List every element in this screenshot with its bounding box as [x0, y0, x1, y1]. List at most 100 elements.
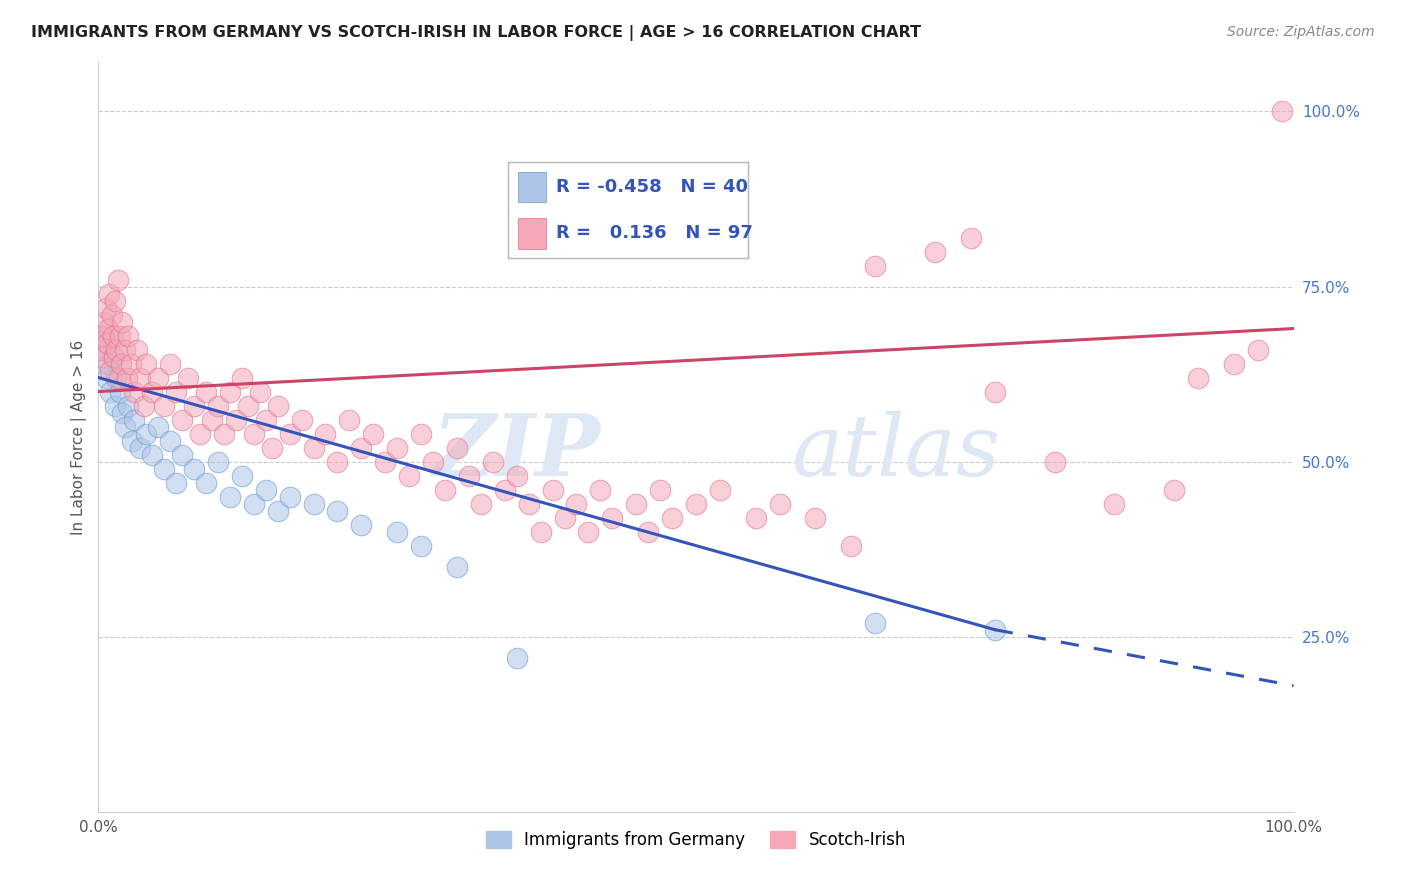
- Point: [125, 343, 148, 357]
- Point: [135, 426, 157, 441]
- Point: [865, 615, 887, 630]
- Point: [291, 412, 314, 426]
- Point: [385, 524, 409, 539]
- Point: [110, 357, 132, 371]
- Text: atlas: atlas: [792, 410, 1001, 493]
- Point: [260, 441, 283, 455]
- Y-axis label: In Labor Force | Age > 16: In Labor Force | Age > 16: [72, 340, 87, 534]
- Point: [398, 468, 420, 483]
- Point: [93, 314, 115, 328]
- Point: [422, 454, 444, 468]
- Point: [236, 399, 259, 413]
- Point: [97, 321, 120, 335]
- Point: [470, 497, 492, 511]
- Point: [91, 343, 114, 357]
- Point: [278, 426, 301, 441]
- Point: [267, 503, 290, 517]
- Point: [107, 370, 129, 384]
- Point: [984, 623, 1007, 637]
- Point: [124, 412, 146, 426]
- Point: [101, 350, 124, 364]
- Point: [302, 497, 325, 511]
- Point: [93, 328, 115, 343]
- Point: [120, 357, 142, 371]
- Point: [114, 343, 136, 357]
- Point: [267, 399, 290, 413]
- Point: [411, 426, 433, 441]
- Point: [446, 559, 468, 574]
- Point: [105, 370, 128, 384]
- Point: [769, 497, 792, 511]
- Point: [650, 483, 672, 497]
- Text: R = -0.458   N = 40: R = -0.458 N = 40: [555, 178, 748, 196]
- Point: [602, 510, 624, 524]
- Point: [506, 468, 529, 483]
- Point: [231, 468, 253, 483]
- Point: [165, 384, 187, 399]
- Point: [984, 384, 1007, 399]
- Point: [141, 384, 163, 399]
- Point: [148, 419, 170, 434]
- Point: [121, 434, 143, 448]
- Point: [626, 497, 648, 511]
- Point: [195, 384, 218, 399]
- Legend: Immigrants from Germany, Scotch-Irish: Immigrants from Germany, Scotch-Irish: [479, 824, 912, 855]
- Point: [135, 357, 157, 371]
- Point: [745, 510, 768, 524]
- Point: [530, 524, 553, 539]
- Point: [91, 328, 114, 343]
- Bar: [517, 171, 547, 202]
- Point: [1187, 370, 1209, 384]
- Point: [98, 363, 122, 377]
- Text: R =   0.136   N = 97: R = 0.136 N = 97: [555, 224, 752, 242]
- Point: [91, 350, 114, 364]
- Point: [434, 483, 457, 497]
- Point: [153, 461, 176, 475]
- Text: Source: ZipAtlas.com: Source: ZipAtlas.com: [1227, 25, 1375, 39]
- Point: [188, 426, 211, 441]
- Point: [97, 357, 120, 371]
- Point: [129, 370, 152, 384]
- Bar: [517, 218, 547, 249]
- Point: [117, 399, 139, 413]
- Point: [98, 286, 121, 301]
- Point: [108, 328, 131, 343]
- Point: [249, 384, 271, 399]
- Point: [578, 524, 600, 539]
- Point: [685, 497, 707, 511]
- Point: [177, 370, 200, 384]
- Point: [411, 539, 433, 553]
- Point: [115, 370, 138, 384]
- Point: [172, 412, 194, 426]
- Point: [1271, 104, 1294, 119]
- Point: [103, 350, 125, 364]
- Point: [458, 468, 481, 483]
- Point: [114, 419, 136, 434]
- Point: [129, 441, 152, 455]
- Point: [96, 335, 118, 350]
- Point: [159, 434, 181, 448]
- Point: [132, 399, 155, 413]
- Point: [254, 412, 277, 426]
- Point: [661, 510, 683, 524]
- Point: [225, 412, 247, 426]
- Text: IMMIGRANTS FROM GERMANY VS SCOTCH-IRISH IN LABOR FORCE | AGE > 16 CORRELATION CH: IMMIGRANTS FROM GERMANY VS SCOTCH-IRISH …: [31, 25, 921, 41]
- Point: [98, 384, 122, 399]
- Point: [207, 454, 229, 468]
- Point: [804, 510, 827, 524]
- Point: [243, 497, 266, 511]
- Point: [159, 357, 181, 371]
- Point: [111, 314, 134, 328]
- Point: [219, 384, 242, 399]
- Point: [1247, 343, 1270, 357]
- Point: [494, 483, 516, 497]
- Point: [446, 441, 468, 455]
- Point: [107, 272, 129, 286]
- Point: [709, 483, 731, 497]
- Point: [326, 454, 349, 468]
- Point: [153, 399, 176, 413]
- Point: [104, 293, 127, 308]
- Point: [117, 328, 139, 343]
- Point: [841, 539, 863, 553]
- Point: [183, 399, 205, 413]
